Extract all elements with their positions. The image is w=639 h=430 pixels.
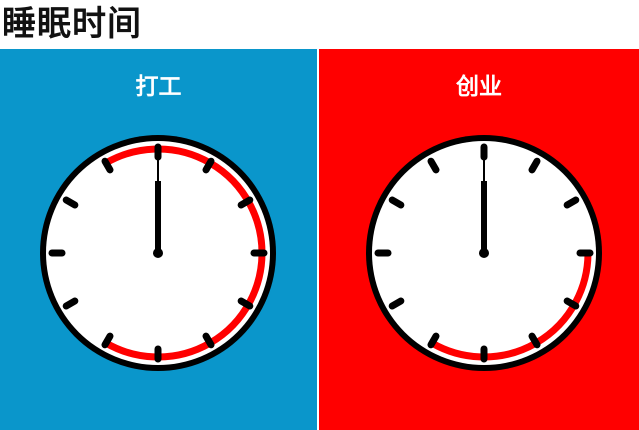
hour-tick xyxy=(528,332,541,349)
hour-tick xyxy=(62,297,79,310)
panel-label-startup: 创业 xyxy=(456,74,502,100)
hour-tick xyxy=(237,196,254,209)
page-title: 睡眠时间 xyxy=(2,4,142,44)
hour-tick xyxy=(388,196,405,209)
hour-tick xyxy=(202,157,215,174)
hour-tick xyxy=(202,332,215,349)
clock-center-pin xyxy=(479,248,489,258)
hour-tick xyxy=(101,332,114,349)
hour-tick xyxy=(427,332,440,349)
panel-label-worker: 打工 xyxy=(135,74,182,100)
panel-startup: 创业 xyxy=(319,49,639,430)
hour-tick xyxy=(237,297,254,310)
panel-worker: 打工 xyxy=(0,49,317,430)
hour-tick xyxy=(101,157,114,174)
clock-startup xyxy=(366,135,602,371)
hour-tick xyxy=(528,157,541,174)
hour-tick xyxy=(563,196,580,209)
hour-tick xyxy=(62,196,79,209)
hour-tick xyxy=(388,297,405,310)
hour-tick xyxy=(563,297,580,310)
clock-worker xyxy=(40,135,276,371)
clock-center-pin xyxy=(153,248,163,258)
hour-tick xyxy=(427,157,440,174)
